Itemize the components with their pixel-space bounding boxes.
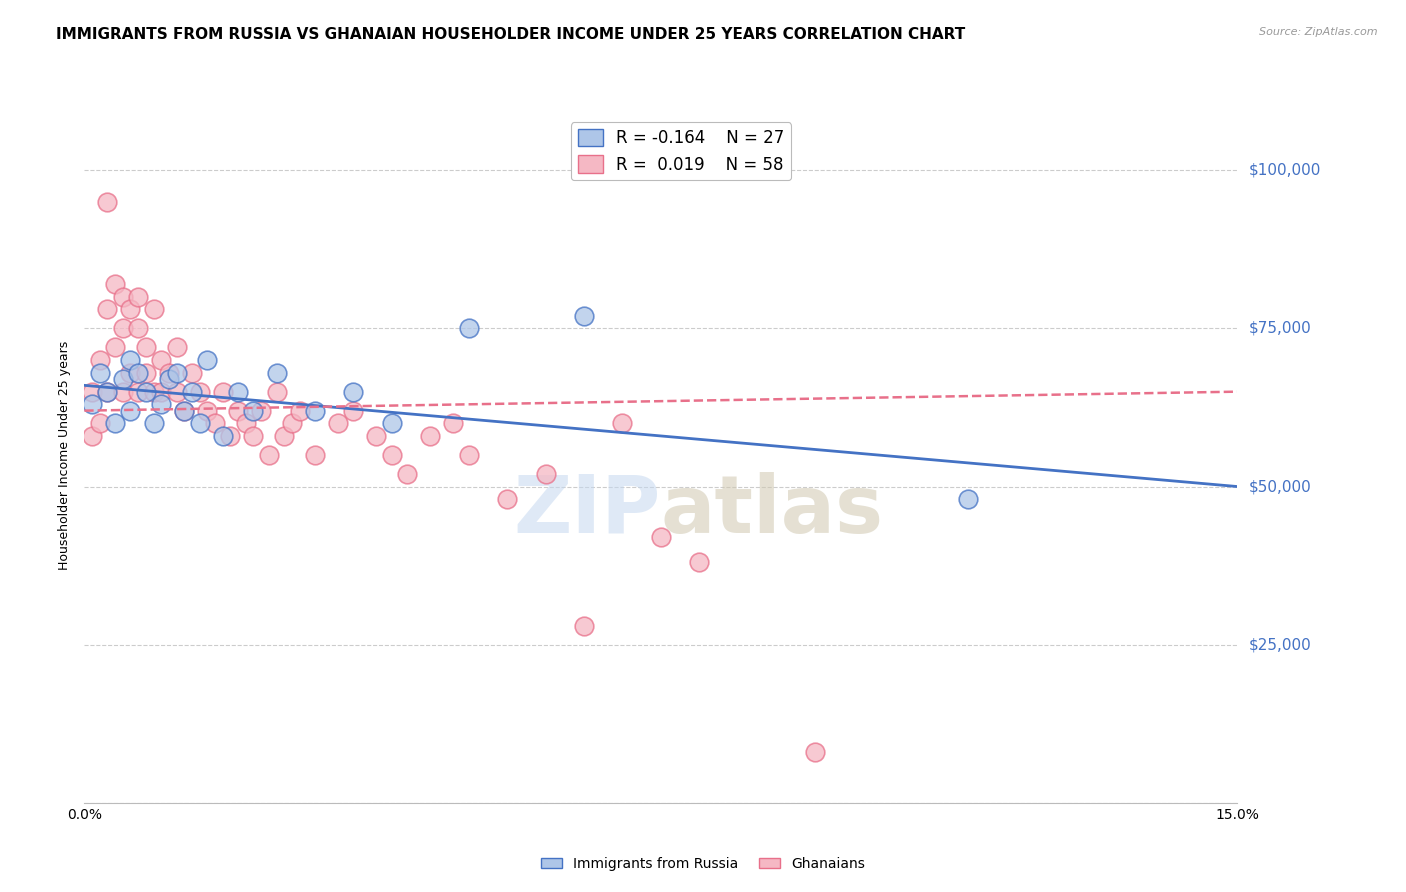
Point: [534, 467, 557, 481]
Point: [135, 340, 157, 354]
Point: [127, 384, 149, 399]
Point: [181, 366, 204, 380]
Point: [173, 403, 195, 417]
Point: [120, 302, 142, 317]
Point: [342, 384, 364, 399]
Point: [173, 403, 195, 417]
Text: Source: ZipAtlas.com: Source: ZipAtlas.com: [1260, 27, 1378, 37]
Point: [104, 277, 127, 292]
Point: [96, 384, 118, 399]
Point: [211, 384, 233, 399]
Point: [157, 366, 180, 380]
Point: [572, 618, 595, 632]
Point: [496, 492, 519, 507]
Point: [195, 403, 218, 417]
Text: ZIP: ZIP: [513, 472, 661, 549]
Text: atlas: atlas: [661, 472, 884, 549]
Point: [127, 321, 149, 335]
Text: $100,000: $100,000: [1249, 163, 1322, 178]
Point: [104, 340, 127, 354]
Point: [257, 448, 280, 462]
Point: [457, 448, 479, 462]
Legend: R = -0.164    N = 27, R =  0.019    N = 58: R = -0.164 N = 27, R = 0.019 N = 58: [571, 122, 790, 180]
Point: [142, 417, 165, 431]
Point: [120, 366, 142, 380]
Point: [104, 417, 127, 431]
Point: [803, 745, 825, 759]
Point: [127, 290, 149, 304]
Point: [381, 417, 404, 431]
Point: [150, 353, 173, 368]
Point: [242, 429, 264, 443]
Point: [135, 384, 157, 399]
Point: [304, 448, 326, 462]
Point: [80, 429, 103, 443]
Point: [181, 384, 204, 399]
Point: [342, 403, 364, 417]
Point: [142, 384, 165, 399]
Point: [211, 429, 233, 443]
Point: [957, 492, 980, 507]
Point: [111, 321, 134, 335]
Point: [204, 417, 226, 431]
Y-axis label: Householder Income Under 25 years: Householder Income Under 25 years: [58, 340, 72, 570]
Point: [80, 384, 103, 399]
Point: [612, 417, 634, 431]
Point: [166, 340, 188, 354]
Point: [111, 384, 134, 399]
Legend: Immigrants from Russia, Ghanaians: Immigrants from Russia, Ghanaians: [536, 851, 870, 876]
Point: [219, 429, 242, 443]
Point: [120, 403, 142, 417]
Point: [441, 417, 464, 431]
Point: [166, 384, 188, 399]
Point: [266, 384, 288, 399]
Point: [381, 448, 404, 462]
Point: [127, 366, 149, 380]
Point: [235, 417, 257, 431]
Point: [288, 403, 311, 417]
Point: [273, 429, 295, 443]
Point: [96, 384, 118, 399]
Point: [166, 366, 188, 380]
Text: IMMIGRANTS FROM RUSSIA VS GHANAIAN HOUSEHOLDER INCOME UNDER 25 YEARS CORRELATION: IMMIGRANTS FROM RUSSIA VS GHANAIAN HOUSE…: [56, 27, 966, 42]
Point: [111, 290, 134, 304]
Point: [188, 384, 211, 399]
Point: [242, 403, 264, 417]
Point: [89, 353, 111, 368]
Point: [89, 366, 111, 380]
Point: [326, 417, 349, 431]
Point: [250, 403, 273, 417]
Point: [80, 397, 103, 411]
Point: [150, 397, 173, 411]
Text: $25,000: $25,000: [1249, 637, 1312, 652]
Text: $50,000: $50,000: [1249, 479, 1312, 494]
Point: [96, 302, 118, 317]
Point: [419, 429, 441, 443]
Point: [226, 403, 249, 417]
Point: [281, 417, 304, 431]
Text: $75,000: $75,000: [1249, 321, 1312, 336]
Point: [304, 403, 326, 417]
Point: [96, 194, 118, 209]
Point: [688, 556, 710, 570]
Point: [572, 309, 595, 323]
Point: [188, 417, 211, 431]
Point: [89, 417, 111, 431]
Point: [195, 353, 218, 368]
Point: [226, 384, 249, 399]
Point: [142, 302, 165, 317]
Point: [157, 372, 180, 386]
Point: [650, 530, 672, 544]
Point: [396, 467, 419, 481]
Point: [457, 321, 479, 335]
Point: [120, 353, 142, 368]
Point: [266, 366, 288, 380]
Point: [366, 429, 388, 443]
Point: [135, 366, 157, 380]
Point: [150, 384, 173, 399]
Point: [111, 372, 134, 386]
